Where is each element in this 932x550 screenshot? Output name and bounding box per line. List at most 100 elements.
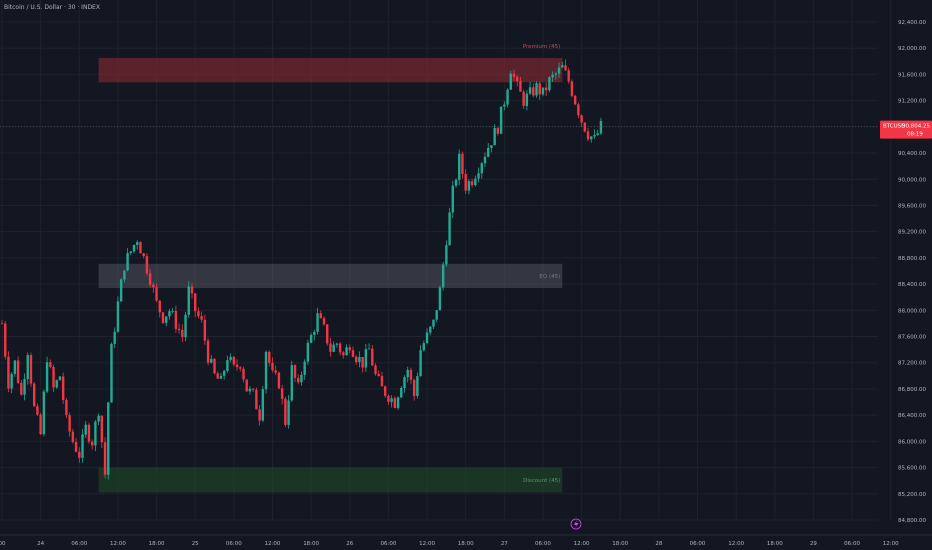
x-tick-label: 18:00 (767, 541, 783, 547)
candle-body (361, 357, 364, 368)
candle-body (432, 319, 435, 327)
candle-body (58, 376, 62, 381)
candle-body (364, 349, 368, 368)
y-tick-label: 89,600.00 (898, 203, 926, 209)
candle-body (338, 343, 342, 353)
candle-body (335, 343, 339, 345)
candle-body (554, 73, 558, 75)
x-tick-label: 12:00 (265, 541, 281, 547)
candle-body (487, 147, 490, 157)
candle-body (174, 311, 178, 329)
candle-body (145, 256, 149, 274)
x-tick-label: 26 (346, 541, 353, 547)
x-tick-label: 06:00 (690, 541, 706, 547)
x-tick-label: 06:00 (535, 541, 551, 547)
symbol-title: Bitcoin / U.S. Dollar · 30 · INDEX (4, 4, 100, 11)
candle-body (435, 310, 438, 320)
candle-body (422, 343, 426, 351)
candle-body (458, 153, 461, 180)
candle-body (81, 434, 84, 458)
candle-body (290, 365, 293, 401)
price-tag-symbol: BTCUSD (883, 124, 905, 130)
candle-body (544, 87, 548, 91)
candle-body (355, 356, 358, 363)
candle-body (68, 415, 71, 432)
candle-body (42, 391, 46, 435)
x-tick-label: 12:00 (419, 541, 435, 547)
candle-body (258, 409, 261, 421)
x-tick-label: 06:00 (71, 541, 87, 547)
candle-body (197, 311, 200, 317)
y-tick-label: 91,200.00 (898, 99, 926, 105)
candle-body (33, 383, 36, 407)
y-tick-label: 86,800.00 (898, 387, 926, 393)
candle-body (557, 67, 561, 74)
candle-body (358, 357, 361, 363)
candle-body (274, 370, 277, 373)
candle-body (49, 362, 52, 368)
candle-body (535, 83, 538, 96)
candle-body (29, 355, 33, 384)
candle-body (322, 318, 326, 325)
candle-body (148, 273, 152, 285)
candle-body (287, 400, 290, 425)
candle-body (425, 332, 429, 344)
zone-label-eq: EQ (45) (539, 274, 560, 280)
candle-body (277, 372, 281, 389)
y-tick-label: 87,600.00 (898, 335, 926, 341)
x-tick-label: 06:00 (380, 541, 396, 547)
candle-body (10, 373, 13, 389)
candle-body (300, 374, 303, 383)
candle-body (416, 376, 419, 397)
candle-body (326, 324, 329, 344)
candle-body (232, 356, 236, 365)
y-tick-label: 92,400.00 (898, 20, 926, 26)
candle-body (387, 395, 390, 402)
y-tick-label: 88,800.00 (898, 256, 926, 262)
candle-body (177, 328, 181, 330)
candle-body (155, 287, 158, 301)
candle-body (419, 350, 422, 377)
candle-body (152, 284, 155, 288)
candle-body (203, 319, 207, 341)
candle-body (7, 356, 10, 389)
candle-body (200, 316, 203, 320)
candle-body (393, 398, 397, 408)
x-tick-label: 18:00 (458, 541, 474, 547)
candle-body (580, 115, 583, 123)
candle-body (525, 93, 529, 106)
candle-body (84, 424, 87, 435)
candle-body (477, 173, 480, 179)
x-tick-label: 28 (655, 541, 662, 547)
candle-body (280, 388, 284, 399)
candle-body (403, 377, 406, 388)
candle-body (116, 301, 120, 332)
candle-body (184, 314, 187, 338)
candle-body (129, 251, 132, 254)
y-tick-label: 85,600.00 (898, 466, 926, 472)
candle-body (219, 375, 223, 379)
x-tick-label: 27 (501, 541, 508, 547)
y-tick-label: 87,200.00 (898, 361, 926, 367)
candle-body (245, 379, 248, 392)
candle-body (509, 73, 512, 90)
y-tick-label: 89,200.00 (898, 230, 926, 236)
candle-body (438, 287, 442, 311)
candle-body (284, 398, 287, 425)
candle-body (71, 431, 75, 443)
candle-body (583, 122, 587, 132)
candle-body (396, 397, 400, 408)
x-tick-label: 12:00 (883, 541, 899, 547)
candle-body (464, 173, 467, 191)
candle-body (61, 376, 65, 401)
candle-body (506, 89, 509, 105)
lightning-icon[interactable] (570, 518, 582, 530)
candle-body (190, 286, 194, 294)
candle-body (206, 340, 210, 363)
candle-body (512, 73, 516, 77)
candle-body (136, 242, 139, 245)
candle-body (161, 312, 165, 323)
x-tick-label: 12:00 (574, 541, 590, 547)
candle-body (36, 406, 39, 415)
